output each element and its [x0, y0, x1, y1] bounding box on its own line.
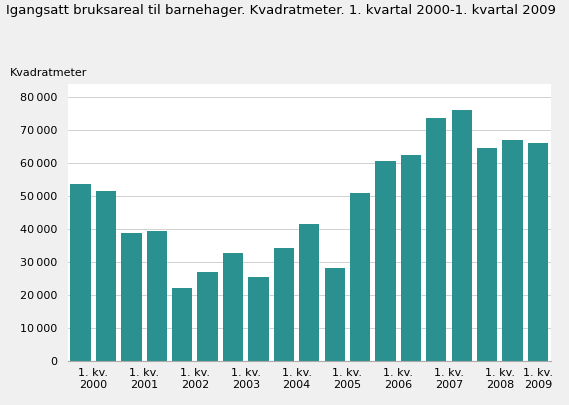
Bar [502, 140, 523, 361]
Text: Kvadratmeter: Kvadratmeter [10, 68, 88, 78]
Bar [452, 110, 472, 361]
Bar [299, 224, 319, 361]
Bar [426, 119, 447, 361]
Bar [324, 269, 345, 361]
Bar [477, 148, 497, 361]
Bar [223, 253, 243, 361]
Text: Igangsatt bruksareal til barnehager. Kvadratmeter. 1. kvartal 2000-1. kvartal 20: Igangsatt bruksareal til barnehager. Kva… [6, 4, 555, 17]
Bar [147, 230, 167, 361]
Bar [197, 273, 218, 361]
Bar [350, 193, 370, 361]
Bar [71, 184, 91, 361]
Bar [96, 191, 116, 361]
Bar [274, 248, 294, 361]
Bar [248, 277, 269, 361]
Bar [527, 143, 548, 361]
Bar [376, 161, 395, 361]
Bar [401, 155, 421, 361]
Bar [172, 288, 192, 361]
Bar [121, 233, 142, 361]
